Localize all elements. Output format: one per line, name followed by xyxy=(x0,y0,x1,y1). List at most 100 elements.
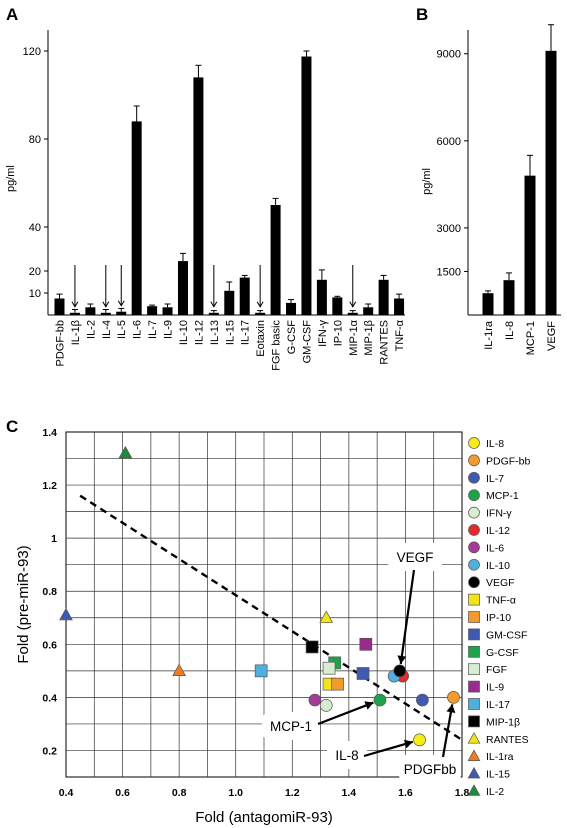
point-15 xyxy=(254,664,268,678)
callout-label: MCP-1 xyxy=(270,719,312,734)
panel-c-y-tick-label: 0.8 xyxy=(42,586,57,598)
panel-a-category-label: IL-1β xyxy=(70,320,82,345)
panel-c-y-tick-label: 1.2 xyxy=(42,480,57,492)
panel-c-y-axis-title: Fold (pre-miR-93) xyxy=(15,545,32,663)
legend-label: IL-2 xyxy=(486,786,504,798)
panel-a-bar-chart: 10 20 40 80 120 pg/ml PDGF-bb IL-1β IL-2 IL-4 IL-5… xyxy=(5,30,406,371)
legend-label: RANTES xyxy=(486,734,529,746)
legend-label: TNF-α xyxy=(486,595,516,607)
point-11 xyxy=(356,667,370,680)
callout-box-2 xyxy=(327,741,367,769)
arrow-head-13 xyxy=(256,301,264,308)
callout-label: PDGFbb xyxy=(404,762,457,777)
callout-arrow-3 xyxy=(441,704,454,758)
panel-b-y-tick-label: 1500 xyxy=(437,266,461,278)
bar-13 xyxy=(255,312,266,315)
panel-b-y-tick-label: 9000 xyxy=(437,49,461,61)
legend-marker-18 xyxy=(467,749,481,761)
point-18 xyxy=(172,663,187,676)
panel-letter-a: A xyxy=(6,5,18,24)
callout-arrowhead-3 xyxy=(446,704,456,713)
arrow-head-1 xyxy=(71,301,79,308)
panel-a-category-label: IL-12 xyxy=(193,320,205,345)
legend-marker-13 xyxy=(468,663,480,676)
panel-a-category-label: IL-13 xyxy=(209,320,221,345)
legend-marker-12 xyxy=(468,645,480,658)
bar-19 xyxy=(347,312,358,315)
panel-b-category-label: IL-8 xyxy=(504,321,516,340)
point-20 xyxy=(118,445,133,459)
panel-b-category-label: IL-1ra xyxy=(483,320,495,350)
legend-label: IL-8 xyxy=(486,438,504,450)
point-19 xyxy=(59,607,73,621)
point-16 xyxy=(305,640,319,654)
panel-a-category-label: IL-7 xyxy=(147,320,159,339)
bar-4 xyxy=(116,311,127,315)
legend-label: IL-6 xyxy=(486,542,504,554)
bar-16 xyxy=(301,56,312,315)
panel-c-y-tick-label: 1 xyxy=(51,533,57,545)
panel-a-category-label: IL-2 xyxy=(85,320,97,339)
legend-marker-2 xyxy=(468,471,480,484)
panel-b-bar-chart: 1500 3000 6000 9000 pg/ml IL-1ra IL-8 MCP-1 VEGF xyxy=(421,24,561,355)
legend-label: FGF xyxy=(486,664,507,676)
legend-label: VEGF xyxy=(486,577,515,589)
arrow-head-4 xyxy=(117,300,125,307)
point-10 xyxy=(331,677,344,691)
callout-arrow-2 xyxy=(363,740,414,758)
bar-5 xyxy=(131,121,142,316)
panel-a-category-label: IL-9 xyxy=(163,320,175,339)
bar-12 xyxy=(239,277,250,315)
panel-c-x-tick-label: 1.4 xyxy=(342,787,357,799)
point-14 xyxy=(359,637,373,651)
panel-c-y-tick-label: 0.6 xyxy=(42,639,57,651)
bar-8 xyxy=(177,261,188,315)
bar-1 xyxy=(69,312,80,315)
callout-arrowhead-2 xyxy=(403,739,413,749)
legend-marker-3 xyxy=(468,489,480,502)
legend-label: MCP-1 xyxy=(486,490,519,502)
panel-a-y-tick-label: 10 xyxy=(29,288,41,300)
panel-a-y-tick-label: 120 xyxy=(23,46,41,58)
panel-letter-c: C xyxy=(6,417,18,436)
point-2 xyxy=(416,693,429,707)
bar-2 xyxy=(524,175,536,315)
panel-a-category-label: PDGF-bb xyxy=(55,320,67,366)
point-3 xyxy=(373,693,387,707)
arrow-head-10 xyxy=(210,301,218,308)
legend-marker-19 xyxy=(467,766,481,779)
panel-a-category-label: IL-6 xyxy=(132,320,144,339)
panel-a-category-label: IL-15 xyxy=(224,320,236,345)
legend-marker-10 xyxy=(468,611,480,623)
bar-15 xyxy=(286,302,297,315)
bar-9 xyxy=(193,77,204,316)
trend-line xyxy=(79,494,463,741)
callout-label: VEGF xyxy=(397,550,434,565)
bar-1 xyxy=(503,280,515,315)
panel-b-y-axis-title: pg/ml xyxy=(421,168,433,195)
callout-arrow-1 xyxy=(317,701,374,726)
legend-label: IFN-γ xyxy=(486,508,512,520)
panel-c-x-tick-label: 1.8 xyxy=(455,787,470,799)
panel-b-category-label: MCP-1 xyxy=(525,321,537,355)
legend-label: IL-7 xyxy=(486,473,504,485)
panel-a-category-label: IL-4 xyxy=(101,320,113,339)
panel-c-x-tick-label: 0.4 xyxy=(59,787,74,799)
callout-box-0 xyxy=(388,543,442,571)
legend-marker-1 xyxy=(468,454,480,467)
legend-marker-0 xyxy=(468,437,480,449)
panel-a-category-label: IL-17 xyxy=(240,320,252,345)
legend-marker-7 xyxy=(468,558,480,571)
bar-3 xyxy=(545,50,557,316)
legend-label: IL-12 xyxy=(486,525,510,537)
panel-a-category-label: IL-5 xyxy=(116,320,128,339)
legend-label: IP-10 xyxy=(486,612,511,624)
panel-c-scatter-plot: 0.4 0.6 0.8 1.0 1.2 1.4 1.6 1.8 0.2 0.4 0.6 0.8 1 1.2… xyxy=(15,427,531,826)
callout-label: IL-8 xyxy=(335,748,358,763)
legend-label: MIP-1β xyxy=(486,716,520,728)
legend-marker-9 xyxy=(468,593,480,606)
legend-marker-11 xyxy=(468,628,480,641)
legend-marker-16 xyxy=(468,715,480,728)
bar-0 xyxy=(54,298,65,315)
